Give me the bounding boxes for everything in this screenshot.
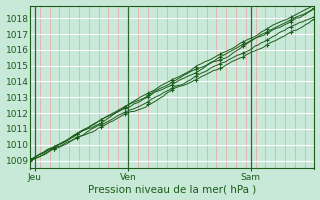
X-axis label: Pression niveau de la mer( hPa ): Pression niveau de la mer( hPa ) <box>88 184 256 194</box>
